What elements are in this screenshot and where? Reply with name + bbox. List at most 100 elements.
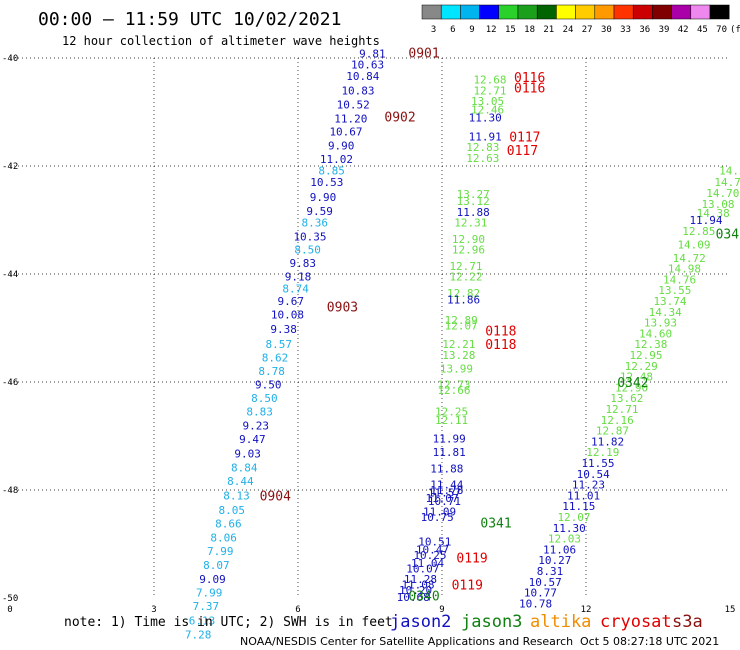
swh-value-label: 8.36	[302, 217, 329, 230]
color-scale-label: 15	[505, 25, 516, 35]
track-label: 0342	[617, 376, 648, 391]
color-scale-swatch	[652, 4, 672, 20]
swh-value-label: 13.62	[610, 392, 643, 405]
swh-value-label: 11.04	[411, 557, 444, 570]
color-scale-swatch	[479, 4, 500, 20]
data-points: 9.8110.6310.8410.8310.5211.2010.679.9011…	[185, 48, 740, 642]
swh-value-label: 12.90	[615, 381, 648, 394]
swh-value-label: 7.99	[196, 587, 223, 600]
color-scale-label: 12	[486, 25, 497, 35]
swh-value-label: 12.38	[634, 338, 667, 351]
color-scale-swatch	[498, 4, 519, 20]
swh-value-label: 11.81	[433, 446, 466, 459]
color-scale-swatch	[556, 4, 576, 20]
swh-value-label: 9.81	[359, 48, 386, 61]
swh-value-label: 12.90	[452, 233, 485, 246]
swh-value-label: 13.05	[471, 95, 504, 108]
axis-ticks: 0 3 6 9 12 15 -40 -42 -44 -46 -48 -50	[2, 54, 735, 615]
color-scale-label: 42	[678, 25, 689, 35]
swh-value-label: 12.63	[466, 152, 499, 165]
swh-value-label: 12.83	[466, 141, 499, 154]
satellite-legend-jason3: jason3	[461, 612, 522, 632]
track-label: 0117	[509, 130, 540, 145]
swh-value-label: 11.30	[469, 111, 502, 124]
swh-value-label: 10.75	[421, 511, 454, 524]
swh-value-label: 12.66	[437, 384, 470, 397]
y-tick-label: -44	[2, 270, 18, 280]
swh-value-label: 10.47	[416, 543, 449, 556]
x-tick-label: 12	[581, 605, 592, 615]
x-tick-label: 0	[7, 605, 12, 615]
swh-value-label: 8.07	[203, 559, 230, 572]
track-label: 0340	[408, 589, 439, 604]
swh-value-label: 9.03	[234, 447, 261, 460]
track-label: 0901	[408, 47, 439, 62]
swh-value-label: 7.99	[207, 545, 234, 558]
swh-value-label: 14.72	[673, 252, 706, 265]
color-scale-label: 27	[582, 25, 593, 35]
swh-value-label: 13.55	[658, 284, 691, 297]
swh-value-label: 11.44	[430, 479, 463, 492]
swh-value-label: 9.47	[239, 433, 266, 446]
swh-value-label: 14.09	[677, 238, 710, 251]
swh-value-label: 9.50	[255, 379, 282, 392]
chart-title: 00:00 – 11:59 UTC 10/02/2021	[38, 9, 341, 30]
color-scale-swatch	[575, 4, 596, 20]
x-tick-label: 3	[151, 605, 156, 615]
swh-value-label: 12.07	[445, 319, 478, 332]
color-scale-label: 70	[716, 25, 727, 35]
swh-value-label: 10.51	[418, 535, 451, 548]
color-scale-swatch	[613, 4, 634, 20]
swh-value-label: 8.50	[251, 392, 278, 405]
swh-value-label: 14.34	[649, 306, 682, 319]
swh-value-label: 11.82	[591, 435, 624, 448]
swh-value-label: 11.01	[567, 489, 600, 502]
swh-value-label: 12.48	[620, 371, 653, 384]
swh-value-label: 11.28	[404, 573, 437, 586]
swh-value-label: 13.27	[457, 188, 490, 201]
color-scale-swatch	[460, 4, 480, 20]
swh-value-label: 10.25	[413, 549, 446, 562]
swh-value-label: 9.18	[285, 271, 312, 284]
swh-value-label: 10.84	[346, 70, 379, 83]
swh-value-label: 10.77	[524, 587, 557, 600]
x-tick-label: 6	[295, 605, 300, 615]
track-label: 0116	[514, 71, 545, 86]
swh-value-label: 14.60	[639, 327, 672, 340]
swh-value-label: 12.68	[473, 74, 506, 87]
track-label: 034	[716, 228, 740, 243]
y-tick-label: -46	[2, 378, 18, 388]
swh-value-label: 10.63	[351, 58, 384, 71]
swh-value-label: 8.57	[266, 338, 293, 351]
swh-value-label: 13.74	[653, 295, 686, 308]
swh-value-label: 11.23	[572, 479, 605, 492]
y-tick-label: -42	[2, 162, 18, 172]
color-scale-label: 24	[563, 25, 574, 35]
color-scale-label: 33	[620, 25, 631, 35]
swh-value-label: 12.03	[548, 533, 581, 546]
satellite-legend-jason2: jason2	[390, 612, 451, 632]
satellite-legend-altika: altika	[530, 612, 591, 632]
swh-value-label: 13.12	[457, 195, 490, 208]
track-label: 0118	[485, 338, 516, 353]
track-label: 0904	[260, 489, 291, 504]
swh-value-label: 11.07	[425, 492, 458, 505]
swh-value-label: 9.59	[306, 205, 333, 218]
swh-value-label: 8.62	[262, 352, 289, 365]
color-scale-label: 9	[469, 25, 474, 35]
swh-value-label: 9.67	[278, 295, 305, 308]
swh-value-label: 8.31	[537, 565, 564, 578]
swh-value-label: 13.28	[442, 349, 475, 362]
swh-value-label: 11.88	[430, 462, 463, 475]
swh-value-label: 10.54	[577, 468, 610, 481]
swh-value-label: 9.38	[270, 323, 297, 336]
footer-credit: NOAA/NESDIS Center for Satellite Applica…	[240, 635, 573, 648]
swh-value-label: 11.20	[334, 112, 367, 125]
x-tick-label: 15	[725, 605, 736, 615]
color-scale-swatch	[632, 4, 653, 20]
track-label: 0341	[480, 516, 511, 531]
swh-value-label: 10.78	[519, 597, 552, 610]
